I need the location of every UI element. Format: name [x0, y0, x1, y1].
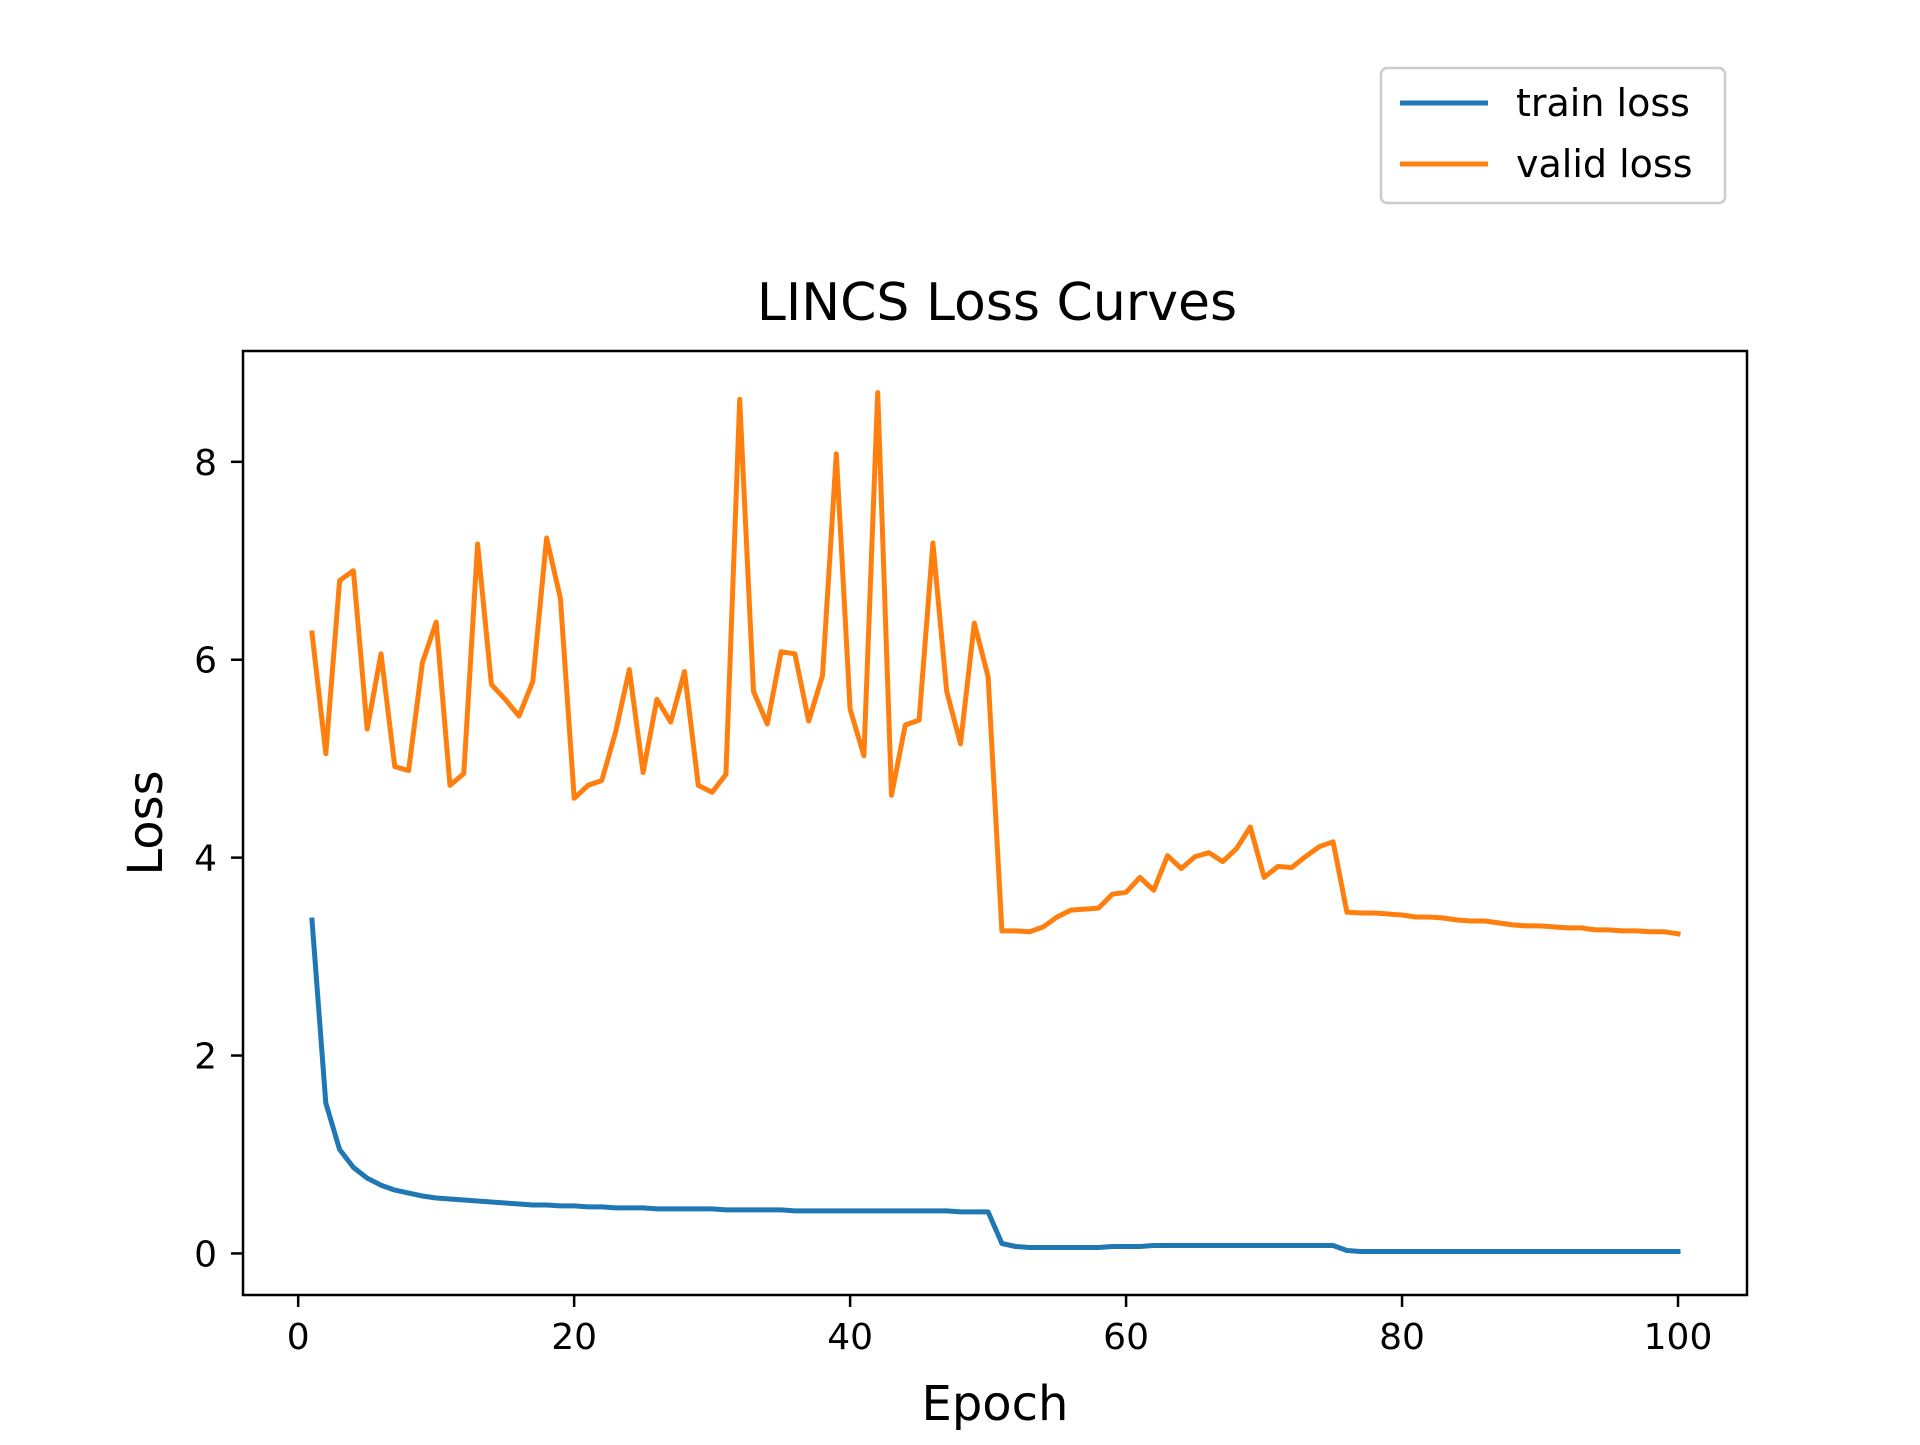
- x-tick-label: 100: [1644, 1317, 1713, 1358]
- series-layer: [309, 390, 1681, 1254]
- y-axis-ticks: 0 2 4 6 8: [194, 443, 243, 1275]
- legend: train loss valid loss: [1379, 66, 1727, 205]
- y-axis-label: Loss: [118, 770, 174, 875]
- series-line-train-loss: [309, 917, 1681, 1254]
- x-tick-label: 20: [551, 1317, 597, 1358]
- x-tick-label: 60: [1103, 1317, 1149, 1358]
- x-tick-label: 0: [287, 1317, 310, 1358]
- legend-entries: train loss valid loss: [1400, 81, 1693, 186]
- x-tick-label: 80: [1379, 1317, 1425, 1358]
- x-axis-ticks: 0 20 40 60 80 100: [287, 1295, 1713, 1358]
- x-axis-label: Epoch: [922, 1376, 1069, 1432]
- chart-title: LINCS Loss Curves: [757, 273, 1237, 333]
- series-line-valid-loss: [309, 390, 1681, 937]
- y-tick-label: 8: [194, 443, 217, 484]
- plot-frame: [241, 349, 1749, 1297]
- y-tick-label: 4: [194, 839, 217, 880]
- legend-label-valid-loss: valid loss: [1516, 142, 1693, 186]
- y-tick-label: 2: [194, 1037, 217, 1078]
- x-tick-label: 40: [827, 1317, 873, 1358]
- y-tick-label: 0: [194, 1234, 217, 1275]
- y-tick-label: 6: [194, 641, 217, 682]
- legend-label-train-loss: train loss: [1516, 81, 1690, 125]
